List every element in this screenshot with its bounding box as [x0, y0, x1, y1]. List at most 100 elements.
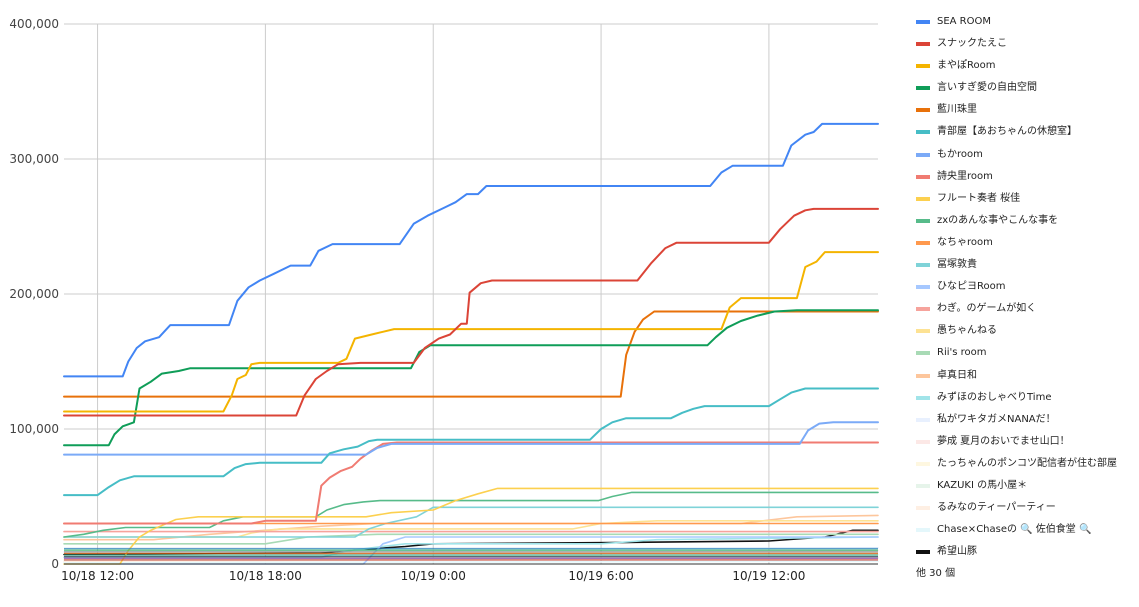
legend-item-20[interactable]: たっちゃんのポンコツ配信者が住む部屋	[916, 455, 1136, 477]
legend: SEA ROOM スナックたえこ まやぽRoom 言いすぎ愛の自由空間 藍川珠里青部屋【…	[916, 13, 1136, 582]
legend-item-21[interactable]: KAZUKI の馬小屋＊	[916, 477, 1136, 499]
y-axis-ticks: 0 100,000 200,000 300,000 400,000	[9, 17, 59, 571]
legend-label-15: Rii's room	[937, 347, 987, 359]
legend-item-8[interactable]: フルート奏者 桜佳	[916, 190, 1136, 212]
legend-item-1[interactable]: スナックたえこ	[916, 35, 1136, 57]
y-tick-label-0: 0	[51, 557, 59, 571]
legend-swatch-24	[916, 550, 930, 555]
legend-swatch-20	[916, 461, 930, 466]
legend-label-3: 言いすぎ愛の自由空間	[937, 82, 1037, 94]
legend-swatch-3	[916, 86, 930, 91]
grid-lines	[64, 23, 878, 564]
y-tick-label-2: 200,000	[9, 287, 59, 301]
legend-label-2: まやぽRoom	[937, 60, 996, 72]
y-tick-label-4: 400,000	[9, 17, 59, 31]
series-line-4[interactable]	[63, 310, 879, 398]
legend-swatch-0	[916, 20, 930, 24]
x-tick-label-3: 10/19 6:00	[568, 569, 633, 583]
unlisted-series-lines	[64, 547, 878, 561]
legend-swatch-6	[916, 152, 930, 157]
series-line-2[interactable]	[63, 251, 879, 413]
legend-swatch-4	[916, 108, 930, 113]
legend-swatch-5	[916, 130, 930, 135]
legend-item-18[interactable]: 私がワキタガメNANAだ！	[916, 411, 1136, 433]
legend-label-24: 希望山豚	[937, 546, 977, 558]
legend-swatch-17	[916, 395, 930, 400]
legend-swatch-2	[916, 64, 930, 69]
y-tick-label-3: 300,000	[9, 152, 59, 166]
legend-item-7[interactable]: 詩央里room	[916, 168, 1136, 190]
legend-swatch-14	[916, 329, 930, 334]
legend-label-1: スナックたえこ	[937, 38, 1007, 50]
legend-swatch-22	[916, 506, 930, 511]
legend-item-13[interactable]: わぎ。のゲームが如く	[916, 300, 1136, 322]
legend-label-8: フルート奏者 桜佳	[937, 192, 1021, 204]
legend-label-19: 夢成 夏月のおいでませ山口！	[937, 435, 1070, 447]
legend-label-16: 卓真日和	[937, 369, 977, 381]
legend-swatch-1	[916, 42, 930, 47]
legend-item-12[interactable]: ひなピヨRoom	[916, 278, 1136, 300]
legend-item-11[interactable]: 冨塚敦貴	[916, 256, 1136, 278]
legend-swatch-8	[916, 196, 930, 201]
legend-item-6[interactable]: もかroom	[916, 146, 1136, 168]
legend-label-17: みずほのおしゃべりTime	[937, 391, 1052, 403]
y-tick-label-1: 100,000	[9, 422, 59, 436]
x-tick-label-4: 10/19 12:00	[732, 569, 805, 583]
x-tick-label-0: 10/18 12:00	[61, 569, 134, 583]
series-line-16[interactable]	[63, 514, 879, 541]
legend-item-14[interactable]: 愚ちゃんねる	[916, 322, 1136, 344]
legend-label-14: 愚ちゃんねる	[937, 325, 997, 337]
series-line-1[interactable]	[63, 207, 879, 417]
legend-more-label[interactable]: 他 30 個	[916, 568, 956, 580]
legend-items: SEA ROOM スナックたえこ まやぽRoom 言いすぎ愛の自由空間 藍川珠里青部屋【…	[916, 13, 1136, 565]
legend-label-7: 詩央里room	[937, 170, 993, 182]
legend-item-22[interactable]: るみなのティーパーティー	[916, 499, 1136, 521]
legend-label-4: 藍川珠里	[937, 104, 977, 116]
line-chart: 0 100,000 200,000 300,000 400,000 10/18 12:0…	[9, 17, 879, 583]
legend-label-21: KAZUKI の馬小屋＊	[937, 479, 1028, 491]
legend-swatch-12	[916, 285, 930, 290]
legend-label-18: 私がワキタガメNANAだ！	[937, 413, 1056, 425]
legend-label-11: 冨塚敦貴	[937, 259, 977, 271]
series-line-7[interactable]	[63, 441, 879, 525]
legend-label-6: もかroom	[937, 148, 983, 160]
x-tick-label-2: 10/19 0:00	[401, 569, 466, 583]
legend-swatch-18	[916, 417, 930, 422]
series-lines	[63, 122, 879, 565]
x-tick-label-1: 10/18 18:00	[229, 569, 302, 583]
legend-item-15[interactable]: Rii's room	[916, 344, 1136, 366]
legend-label-0: SEA ROOM	[937, 16, 992, 27]
series-line-23[interactable]	[63, 560, 879, 564]
series-line-0[interactable]	[63, 122, 879, 378]
legend-item-10[interactable]: なちゃroom	[916, 234, 1136, 256]
legend-item-4[interactable]: 藍川珠里	[916, 101, 1136, 123]
x-axis-ticks: 10/18 12:00 10/18 18:00 10/19 0:00 10/19 6:…	[61, 569, 805, 583]
legend-label-5: 青部屋【あおちゃんの休憩室】	[937, 126, 1077, 138]
series-line-5[interactable]	[63, 387, 879, 497]
legend-item-16[interactable]: 卓真日和	[916, 367, 1136, 389]
legend-item-19[interactable]: 夢成 夏月のおいでませ山口！	[916, 433, 1136, 455]
legend-item-0[interactable]: SEA ROOM	[916, 13, 1136, 35]
legend-swatch-7	[916, 174, 930, 179]
legend-swatch-10	[916, 240, 930, 245]
legend-label-20: たっちゃんのポンコツ配信者が住む部屋	[937, 457, 1117, 469]
series-line-3[interactable]	[63, 309, 879, 447]
legend-swatch-11	[916, 263, 930, 268]
legend-swatch-9	[916, 218, 930, 223]
legend-swatch-21	[916, 483, 930, 488]
legend-swatch-19	[916, 439, 930, 444]
legend-label-9: zxのあんな事やこんな事を	[937, 214, 1059, 226]
legend-item-9[interactable]: zxのあんな事やこんな事を	[916, 212, 1136, 234]
legend-item-17[interactable]: みずほのおしゃべりTime	[916, 389, 1136, 411]
series-line-9[interactable]	[63, 491, 879, 538]
legend-item-3[interactable]: 言いすぎ愛の自由空間	[916, 79, 1136, 101]
series-line-6[interactable]	[63, 421, 879, 456]
legend-swatch-15	[916, 351, 930, 356]
legend-item-5[interactable]: 青部屋【あおちゃんの休憩室】	[916, 123, 1136, 145]
legend-label-23: Chase×Chaseの 🔍 佐伯食堂 🔍	[937, 524, 1092, 536]
legend-item-2[interactable]: まやぽRoom	[916, 57, 1136, 79]
legend-swatch-23	[916, 528, 930, 533]
legend-label-12: ひなピヨRoom	[937, 281, 1006, 293]
legend-item-24[interactable]: 希望山豚	[916, 543, 1136, 565]
legend-item-23[interactable]: Chase×Chaseの 🔍 佐伯食堂 🔍	[916, 521, 1136, 543]
